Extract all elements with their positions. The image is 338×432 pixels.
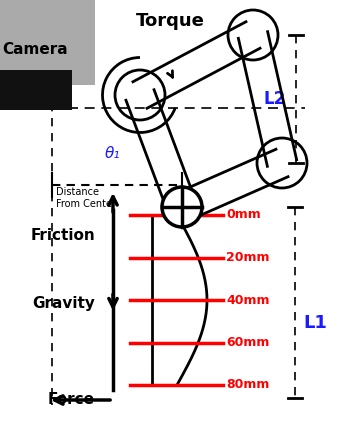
Circle shape bbox=[162, 187, 202, 227]
Text: Camera: Camera bbox=[2, 42, 68, 57]
Text: Distance
From Center: Distance From Center bbox=[56, 187, 116, 209]
Text: L2: L2 bbox=[264, 90, 286, 108]
Text: 40mm: 40mm bbox=[226, 293, 269, 306]
Text: Torque: Torque bbox=[136, 12, 204, 30]
Text: Force: Force bbox=[48, 393, 95, 407]
Text: Friction: Friction bbox=[30, 228, 95, 243]
Text: Gravity: Gravity bbox=[32, 296, 95, 311]
Text: L1: L1 bbox=[303, 314, 327, 331]
Text: 80mm: 80mm bbox=[226, 378, 269, 391]
Text: θ₁: θ₁ bbox=[105, 146, 121, 161]
Text: 60mm: 60mm bbox=[226, 336, 269, 349]
Bar bbox=[0, 0, 95, 85]
Bar bbox=[0, 70, 72, 110]
Text: 20mm: 20mm bbox=[226, 251, 269, 264]
Text: 0mm: 0mm bbox=[226, 209, 261, 222]
